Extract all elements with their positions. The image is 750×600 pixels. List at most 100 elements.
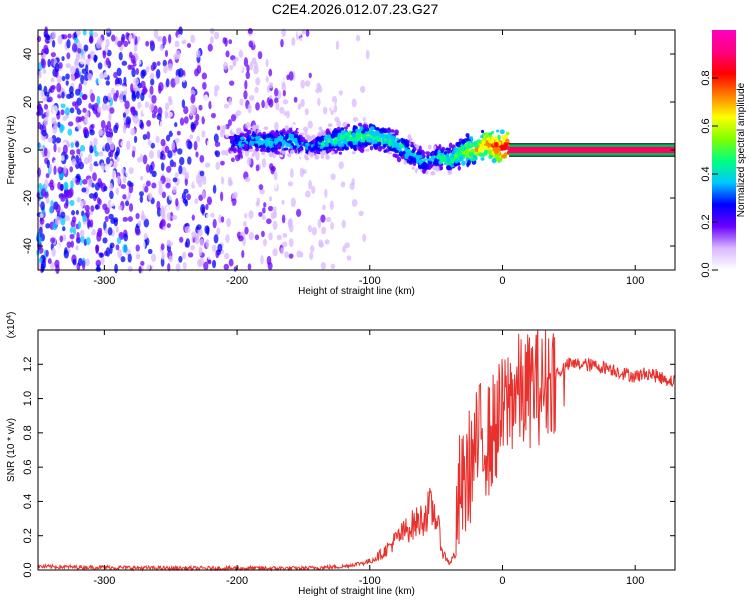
signal-blob bbox=[364, 131, 369, 135]
noise-blob bbox=[175, 50, 181, 60]
noise-blob bbox=[50, 52, 56, 58]
noise-blob bbox=[321, 246, 326, 256]
signal-blob bbox=[252, 124, 257, 131]
noise-blob bbox=[255, 102, 260, 111]
noise-blob bbox=[100, 119, 106, 129]
noise-blob bbox=[160, 243, 165, 251]
noise-blob bbox=[307, 224, 313, 233]
noise-blob bbox=[213, 42, 219, 51]
noise-blob bbox=[198, 32, 202, 39]
noise-blob bbox=[73, 37, 79, 44]
noise-blob bbox=[122, 194, 127, 200]
x-tick-label: -200 bbox=[226, 575, 248, 587]
noise-blob bbox=[219, 208, 225, 215]
signal-blob bbox=[391, 147, 397, 152]
noise-blob bbox=[96, 95, 101, 106]
noise-blob bbox=[172, 177, 178, 183]
signal-blob bbox=[248, 148, 254, 152]
noise-blob bbox=[62, 226, 66, 232]
noise-blob bbox=[123, 40, 129, 48]
noise-blob bbox=[160, 138, 166, 147]
snr-exponent-base: (x10 bbox=[6, 318, 17, 338]
noise-blob bbox=[161, 191, 167, 199]
noise-blob bbox=[124, 107, 130, 115]
signal-blob bbox=[255, 136, 259, 141]
signal-blob bbox=[395, 142, 400, 149]
noise-blob bbox=[311, 185, 316, 195]
x-tick-label: 0 bbox=[499, 575, 505, 587]
signal-blob bbox=[285, 143, 291, 148]
noise-blob bbox=[216, 227, 221, 236]
signal-blob bbox=[287, 140, 292, 144]
signal-blob bbox=[394, 129, 399, 135]
noise-blob bbox=[203, 112, 208, 120]
noise-blob bbox=[103, 150, 107, 157]
noise-blob bbox=[351, 178, 355, 186]
signal-blob bbox=[387, 141, 392, 147]
noise-blob bbox=[77, 220, 82, 229]
noise-blob bbox=[81, 260, 86, 270]
noise-blob bbox=[190, 89, 196, 96]
noise-blob bbox=[322, 176, 329, 186]
signal-blob bbox=[495, 154, 500, 159]
snr-x-label: Height of straight line (km) bbox=[298, 586, 415, 597]
x-tick-label: 100 bbox=[626, 275, 644, 287]
signal-blob bbox=[320, 140, 325, 147]
signal-blob bbox=[469, 152, 475, 156]
noise-blob bbox=[338, 89, 343, 96]
signal-blob bbox=[266, 133, 271, 139]
signal-blob bbox=[243, 133, 249, 138]
snr-exponent-close: ) bbox=[6, 312, 17, 315]
signal-blob bbox=[446, 164, 451, 171]
signal-blob bbox=[461, 139, 465, 145]
noise-blob bbox=[263, 238, 267, 247]
noise-blob bbox=[149, 164, 153, 175]
noise-blob bbox=[51, 39, 56, 48]
noise-blob bbox=[109, 190, 114, 200]
signal-blob bbox=[284, 125, 289, 131]
tone-band-inner bbox=[509, 146, 675, 154]
signal-blob bbox=[331, 150, 335, 156]
noise-blob bbox=[296, 250, 302, 258]
noise-blob bbox=[156, 149, 161, 159]
snr-panel: -300 -200 -100 0 100 0.0 0.2 0.4 0.6 0.8 1.0 1.2 He… bbox=[6, 312, 676, 597]
noise-blob bbox=[199, 238, 204, 247]
signal-blob bbox=[315, 126, 319, 132]
noise-blob bbox=[198, 194, 204, 201]
noise-blob bbox=[340, 181, 346, 188]
noise-blob bbox=[52, 222, 58, 231]
noise-blob bbox=[241, 250, 245, 258]
noise-blob bbox=[360, 85, 366, 93]
noise-blob bbox=[335, 40, 340, 51]
noise-blob bbox=[96, 264, 100, 271]
noise-blob bbox=[87, 178, 93, 188]
noise-blob bbox=[133, 77, 139, 86]
signal-blob bbox=[439, 155, 443, 159]
noise-blob bbox=[55, 204, 61, 214]
noise-blob bbox=[194, 235, 200, 245]
noise-blob bbox=[162, 35, 167, 46]
noise-blob bbox=[220, 216, 225, 223]
noise-blob bbox=[122, 94, 127, 103]
noise-blob bbox=[44, 91, 50, 97]
noise-blob bbox=[341, 219, 346, 229]
signal-blob bbox=[362, 123, 367, 130]
noise-blob bbox=[330, 221, 334, 230]
noise-blob bbox=[51, 117, 57, 125]
signal-blob bbox=[367, 137, 372, 142]
snr-exponent-label: (x104) bbox=[6, 312, 18, 339]
snr-exponent-power: 4 bbox=[6, 315, 13, 319]
signal-blob bbox=[368, 130, 373, 135]
noise-blob bbox=[174, 137, 180, 144]
noise-blob bbox=[78, 257, 83, 267]
noise-blob bbox=[288, 253, 294, 259]
noise-blob bbox=[349, 148, 353, 157]
noise-blob bbox=[120, 141, 125, 147]
noise-blob bbox=[275, 102, 280, 111]
colorbar-label: Normalized spectral amplitude bbox=[736, 82, 747, 217]
noise-blob bbox=[110, 87, 115, 95]
noise-blob bbox=[349, 172, 354, 180]
noise-blob bbox=[166, 212, 171, 221]
noise-blob bbox=[244, 226, 249, 235]
signal-blob bbox=[406, 160, 411, 164]
